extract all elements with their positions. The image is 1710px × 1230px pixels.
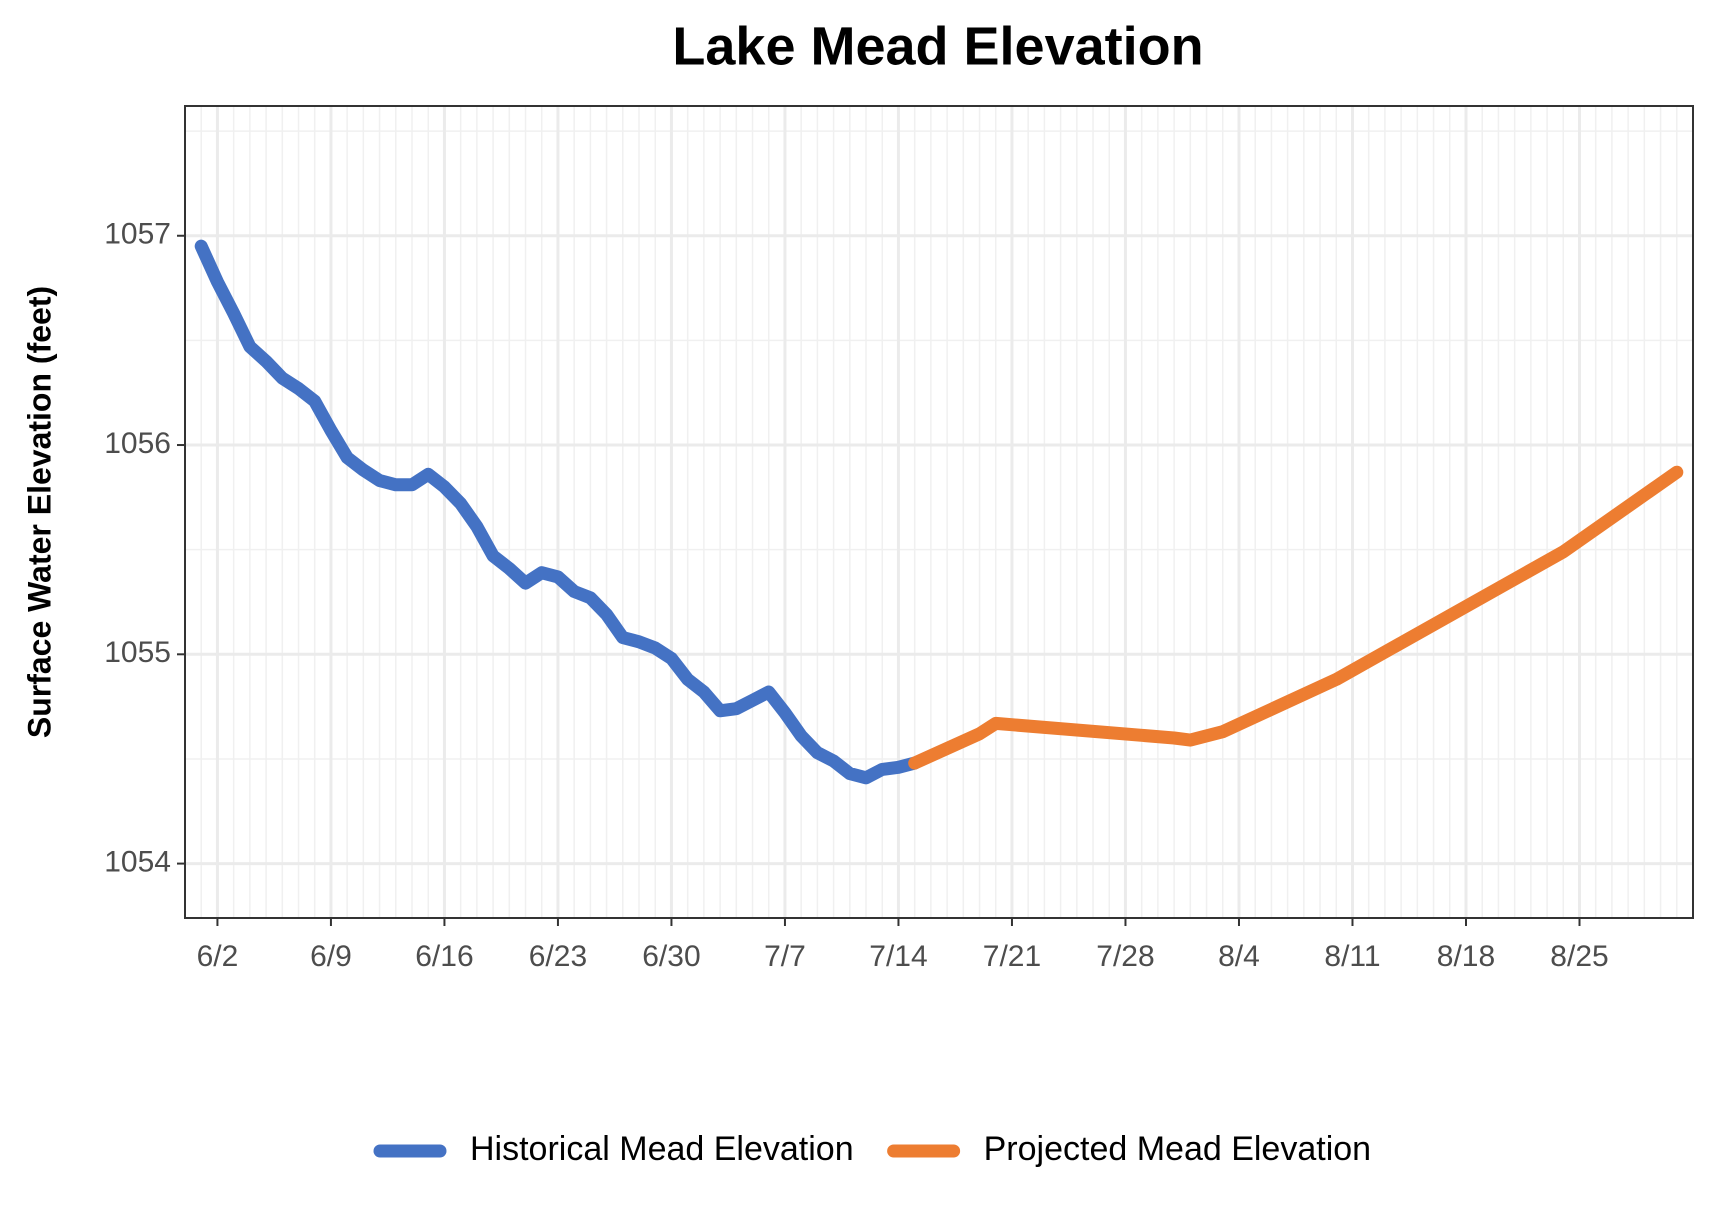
x-tick-label: 8/25 [1550,940,1608,973]
legend-label: Historical Mead Elevation [470,1130,854,1168]
x-tick-label: 6/2 [197,940,239,973]
data-line [194,239,922,785]
plot-border [184,105,1694,919]
x-tick-label: 6/30 [642,940,700,973]
x-tick-label: 6/16 [415,940,473,973]
x-tick-label: 8/4 [1218,940,1260,973]
x-tick-label: 7/21 [983,940,1041,973]
x-tick-label: 8/11 [1324,940,1380,973]
x-tick-label: 7/28 [1096,940,1154,973]
x-tick-label: 6/23 [529,940,587,973]
y-tick-label: 1055 [104,636,171,669]
x-tick-label: 7/14 [869,940,927,973]
x-tick-label: 8/18 [1437,940,1495,973]
y-tick-label: 1057 [104,218,171,251]
legend-label: Projected Mead Elevation [984,1130,1371,1168]
plot-background [185,106,1693,918]
y-tick-label: 1054 [104,846,171,879]
x-tick-label: 7/7 [764,940,806,973]
y-tick-label: 1056 [104,427,171,460]
data-line [908,465,1684,770]
y-axis-label: Surface Water Elevation (feet) [21,286,57,738]
chart-title: Lake Mead Elevation [672,16,1203,76]
x-tick-label: 6/9 [310,940,352,973]
